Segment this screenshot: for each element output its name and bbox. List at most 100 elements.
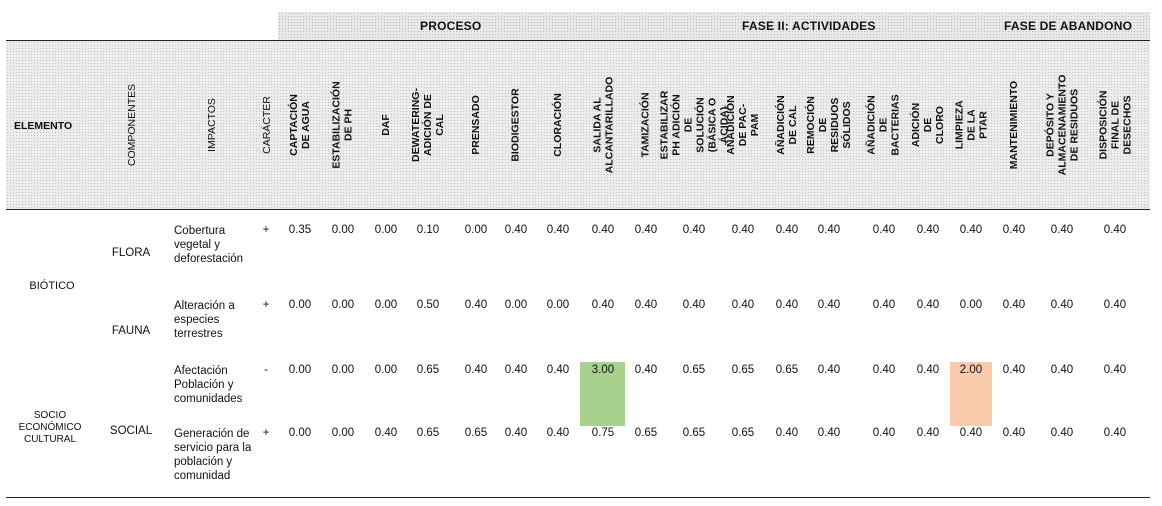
value-cell: 0.40 <box>546 427 570 439</box>
value-cell: 0.00 <box>331 224 355 236</box>
value-cell: 0.40 <box>731 299 755 311</box>
value-cell: 0.40 <box>817 224 841 236</box>
phase-fase2: FASE II: ACTIVIDADES <box>742 19 876 33</box>
value-cell: 0.10 <box>416 224 440 236</box>
value-cell: 0.40 <box>546 224 570 236</box>
value-cell: 0.40 <box>872 224 896 236</box>
value-cell: 0.40 <box>872 364 896 376</box>
value-cell: 0.40 <box>916 224 940 236</box>
value-cell: 3.00 <box>591 364 615 376</box>
value-cell: 0.00 <box>374 364 398 376</box>
header-activity-10: ESTABILIZAR PH ADICIÓN DE SOLUCIÓN (BÁSI… <box>658 90 731 160</box>
header-activity-15: ADICIÓN DE CLORO <box>910 102 946 148</box>
caracter-sign: + <box>262 427 270 439</box>
value-cell: 0.00 <box>959 299 983 311</box>
value-cell: 0.00 <box>464 224 488 236</box>
header-activity-18: DEPÓSITO Y ALMACENAMIENTO DE RESIDUOS <box>1044 74 1080 176</box>
header-activity-1: CAPTACIÓN DE AGUA <box>288 94 313 156</box>
component-flora: FLORA <box>111 247 151 259</box>
header-activity-16: LIMPIEZA DE LA PTAR <box>953 100 990 150</box>
caracter-sign: - <box>264 364 268 376</box>
impact-label: Alteración a especies terrestres <box>174 300 235 340</box>
value-cell: 0.40 <box>1050 299 1074 311</box>
header-activity-14: AÑADICIÓN DE BACTERIAS <box>866 94 902 156</box>
header-componentes: COMPONENTES <box>126 83 139 167</box>
highlight-orange <box>950 362 992 426</box>
value-cell: 0.00 <box>374 224 398 236</box>
value-cell: 0.40 <box>634 299 658 311</box>
value-cell: 0.40 <box>1002 224 1026 236</box>
value-cell: 0.40 <box>775 299 799 311</box>
value-cell: 0.40 <box>817 364 841 376</box>
value-cell: 0.40 <box>546 364 570 376</box>
component-fauna: FAUNA <box>111 325 151 337</box>
impact-label: Afectación Población y comunidades <box>174 365 243 405</box>
value-cell: 0.40 <box>504 224 528 236</box>
element-biotico: BIÓTICO <box>29 280 75 292</box>
value-cell: 2.00 <box>959 364 983 376</box>
value-cell: 0.40 <box>591 299 615 311</box>
value-cell: 0.75 <box>591 427 615 439</box>
header-top-rule <box>6 40 1150 41</box>
header-impactos: IMPACTOS <box>206 98 218 152</box>
caracter-sign: + <box>262 299 270 311</box>
value-cell: 0.40 <box>1002 427 1026 439</box>
value-cell: 0.40 <box>591 224 615 236</box>
value-cell: 0.00 <box>288 427 312 439</box>
header-elemento: ELEMENTO <box>14 120 73 132</box>
value-cell: 0.40 <box>634 224 658 236</box>
value-cell: 0.40 <box>1050 427 1074 439</box>
header-activity-7: CLORACIÓN <box>552 93 564 157</box>
phase-header-bar <box>278 12 1150 40</box>
value-cell: 0.00 <box>546 299 570 311</box>
header-activity-13: REMOCIÓN DE RESIDUOS SÓLIDOS <box>805 96 853 154</box>
phase-abandono: FASE DE ABANDONO <box>1004 19 1133 33</box>
value-cell: 0.65 <box>464 427 488 439</box>
value-cell: 0.65 <box>775 364 799 376</box>
impact-label: Generación de servicio para la población… <box>174 428 252 482</box>
value-cell: 0.00 <box>374 299 398 311</box>
value-cell: 0.65 <box>731 427 755 439</box>
header-activity-6: BIODIGESTOR <box>510 88 523 162</box>
value-cell: 0.40 <box>464 364 488 376</box>
value-cell: 0.00 <box>331 299 355 311</box>
phase-proceso: PROCESO <box>420 19 482 33</box>
value-cell: 0.40 <box>1103 364 1127 376</box>
value-cell: 0.00 <box>288 299 312 311</box>
value-cell: 0.40 <box>504 364 528 376</box>
component-social: SOCIAL <box>109 425 153 437</box>
header-activity-8: SALIDA AL ALCANTARILLADO <box>591 76 615 174</box>
value-cell: 0.40 <box>959 427 983 439</box>
value-cell: 0.40 <box>682 299 706 311</box>
value-cell: 0.65 <box>416 427 440 439</box>
value-cell: 0.40 <box>1103 299 1127 311</box>
value-cell: 0.65 <box>682 427 706 439</box>
value-cell: 0.50 <box>416 299 440 311</box>
value-cell: 0.40 <box>634 364 658 376</box>
value-cell: 0.65 <box>731 364 755 376</box>
value-cell: 0.40 <box>817 299 841 311</box>
table-bottom-rule <box>6 497 1150 498</box>
value-cell: 0.40 <box>1002 299 1026 311</box>
element-socio: SOCIO ECONÓMICO CULTURAL <box>18 410 82 445</box>
value-cell: 0.40 <box>817 427 841 439</box>
header-activity-3: DAF <box>380 114 392 136</box>
value-cell: 0.40 <box>775 427 799 439</box>
header-activity-12: AÑADICIÓN DE CAL <box>775 95 799 155</box>
header-activity-19: DISPOSICIÓN FINAL DE DESECHOS <box>1097 90 1134 160</box>
caracter-sign: + <box>262 224 270 236</box>
value-cell: 0.40 <box>916 427 940 439</box>
value-cell: 0.40 <box>916 364 940 376</box>
impact-label: Cobertura vegetal y deforestación <box>174 225 244 265</box>
value-cell: 0.40 <box>731 224 755 236</box>
value-cell: 0.40 <box>775 224 799 236</box>
value-cell: 0.40 <box>959 224 983 236</box>
value-cell: 0.65 <box>634 427 658 439</box>
value-cell: 0.65 <box>416 364 440 376</box>
value-cell: 0.40 <box>682 224 706 236</box>
header-bottom-rule <box>6 209 1150 210</box>
value-cell: 0.40 <box>374 427 398 439</box>
header-activity-17: MANTENIMIENTO <box>1008 80 1021 170</box>
value-cell: 0.40 <box>872 427 896 439</box>
value-cell: 0.00 <box>288 364 312 376</box>
